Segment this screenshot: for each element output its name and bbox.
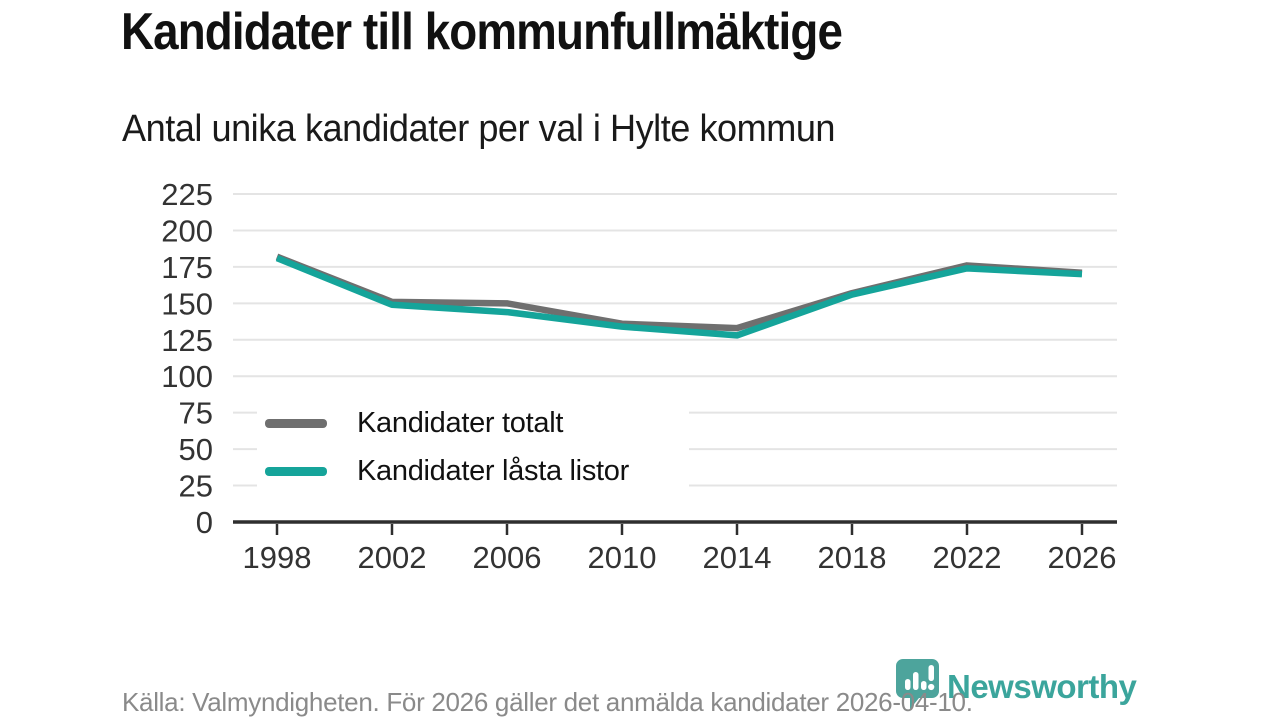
series-line-1 <box>275 255 1083 339</box>
y-tick-label: 100 <box>161 359 213 394</box>
y-tick-label: 50 <box>179 432 213 467</box>
legend-swatch-teal <box>265 466 327 476</box>
legend-swatch-gray <box>265 418 327 428</box>
x-tick-label: 2026 <box>1048 540 1117 575</box>
x-tick-label: 2022 <box>933 540 1002 575</box>
x-tick-label: 1998 <box>243 540 312 575</box>
legend-item-total: Kandidater totalt <box>257 401 689 445</box>
x-tick-label: 2010 <box>588 540 657 575</box>
y-tick-label: 150 <box>161 286 213 321</box>
chart-subtitle: Antal unika kandidater per val i Hylte k… <box>122 108 836 150</box>
x-tick-label: 2018 <box>818 540 887 575</box>
newsworthy-wordmark: Newsworthy <box>947 668 1137 705</box>
y-tick-label: 125 <box>161 323 213 358</box>
newsworthy-bubble-chart-icon <box>896 659 939 709</box>
chart-legend: Kandidater totalt Kandidater låsta listo… <box>257 399 689 495</box>
y-tick-label: 200 <box>161 213 213 248</box>
x-tick-label: 2002 <box>358 540 427 575</box>
source-note: Källa: Valmyndigheten. För 2026 gäller d… <box>122 687 973 717</box>
y-tick-label: 75 <box>179 396 213 431</box>
y-tick-label: 0 <box>196 505 213 540</box>
legend-label-locked-lists: Kandidater låsta listor <box>357 454 629 487</box>
x-tick-label: 2006 <box>473 540 542 575</box>
x-tick-label: 2014 <box>703 540 772 575</box>
legend-label-total: Kandidater totalt <box>357 406 564 439</box>
page-title: Kandidater till kommunfullmäktige <box>121 3 843 61</box>
newsworthy-logo: Newsworthy <box>895 658 1137 710</box>
legend-item-locked-lists: Kandidater låsta listor <box>257 449 689 493</box>
y-tick-label: 225 <box>161 177 213 212</box>
y-tick-label: 175 <box>161 250 213 285</box>
y-tick-label: 25 <box>179 469 213 504</box>
